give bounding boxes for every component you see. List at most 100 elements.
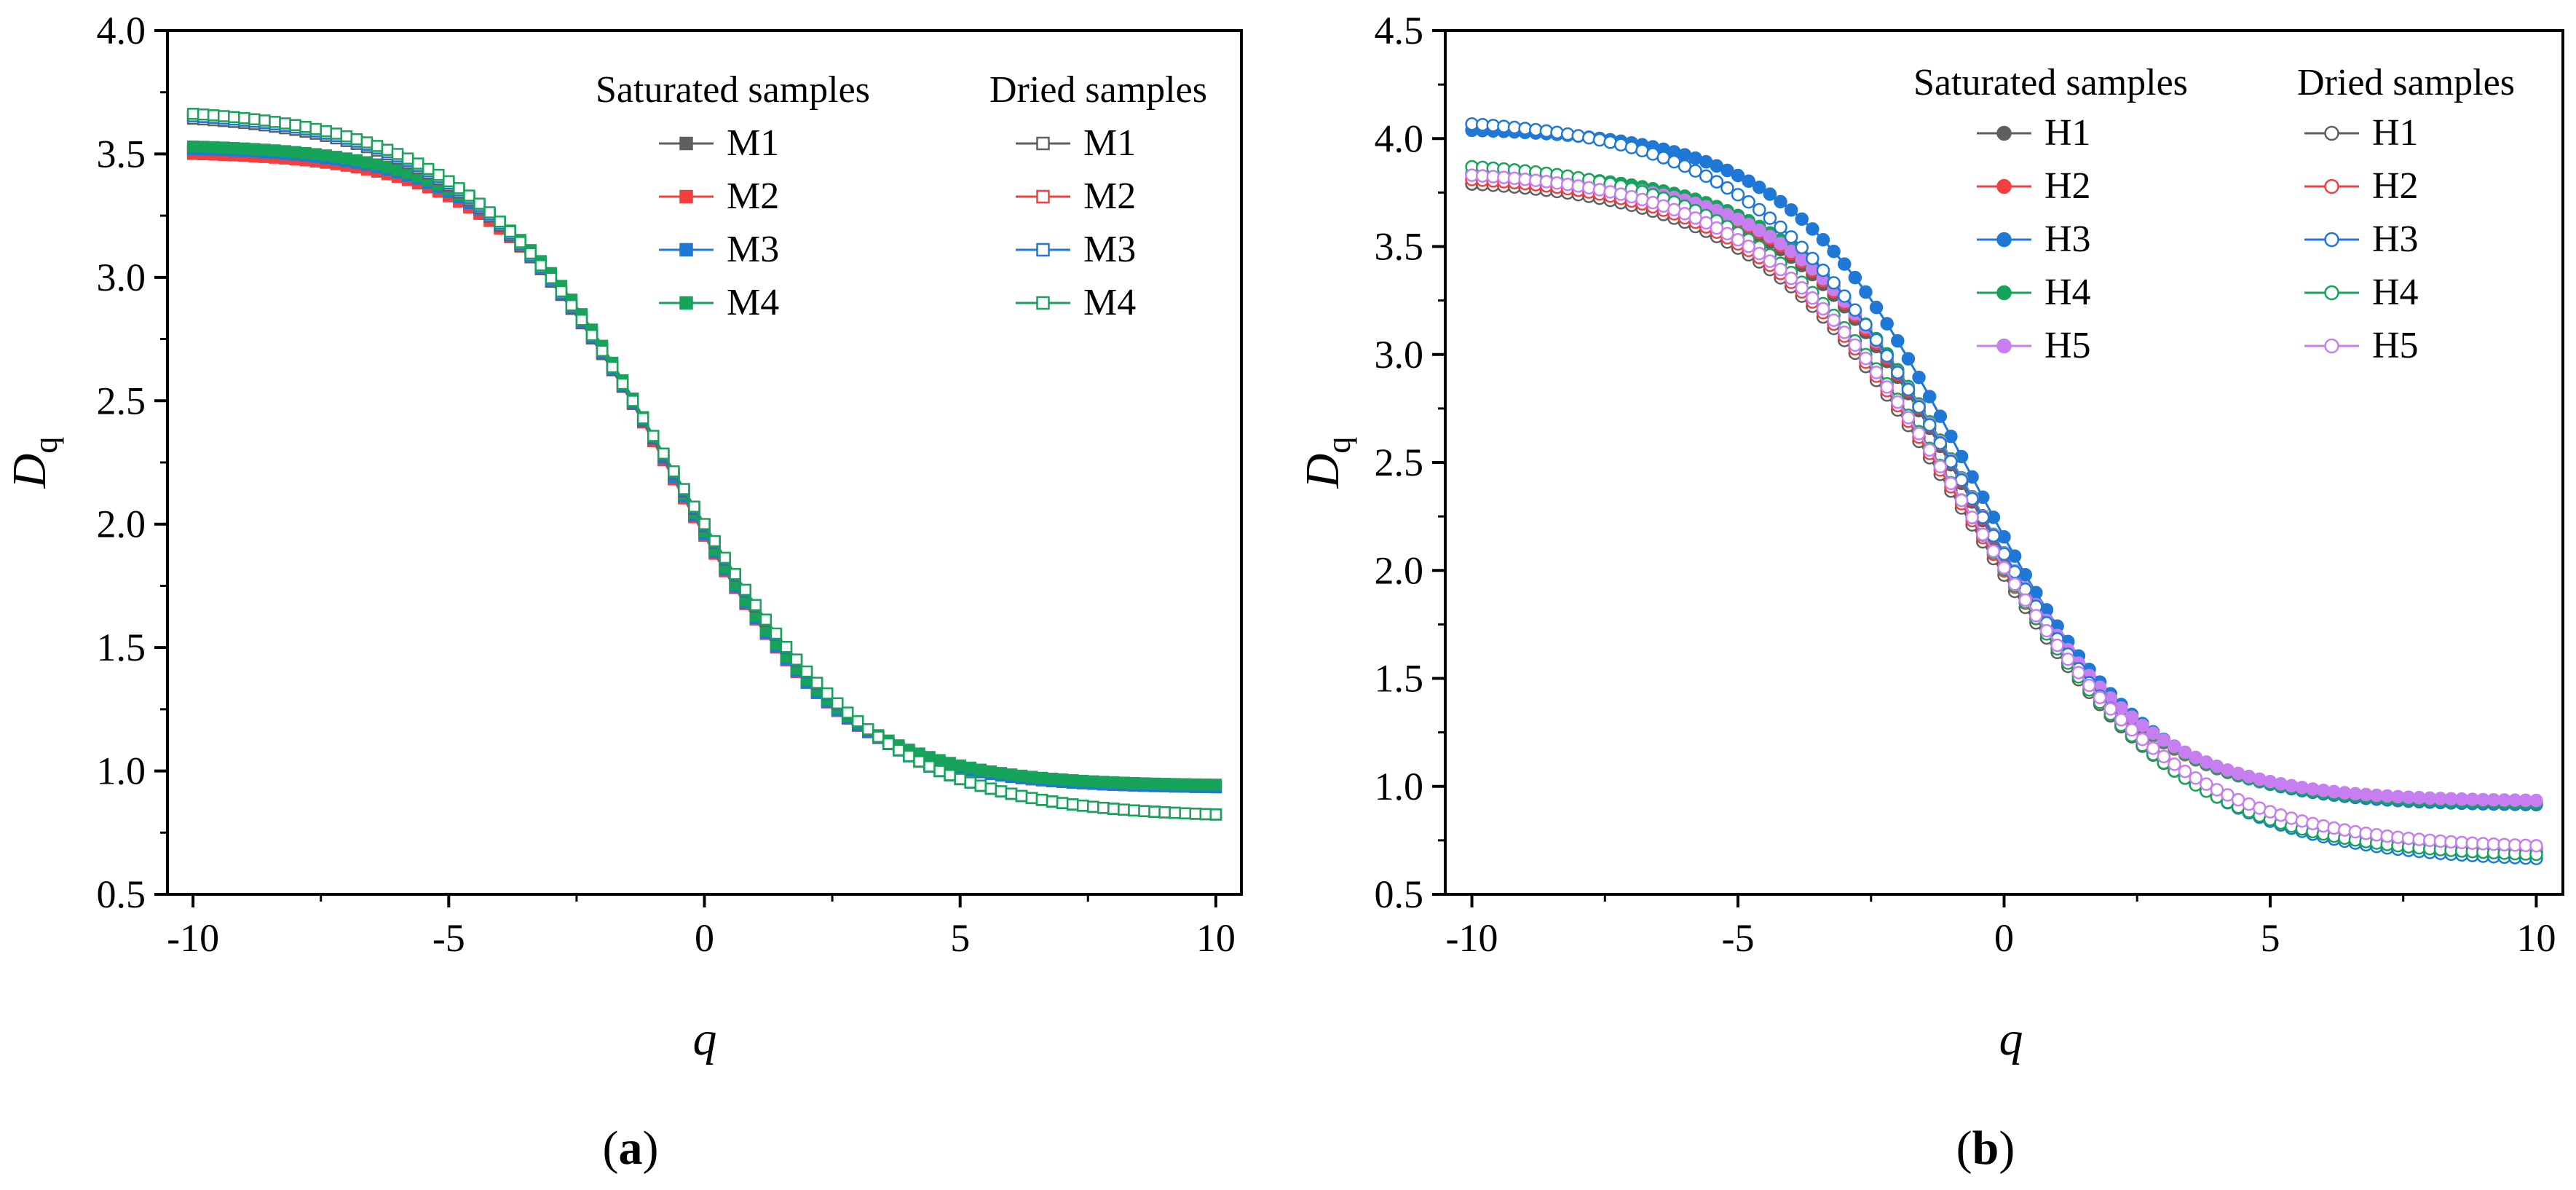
data-point (422, 162, 435, 176)
data-point (770, 627, 783, 640)
legend-label: M2 (1083, 176, 1136, 217)
data-point (1571, 129, 1585, 143)
data-point (944, 757, 956, 769)
data-point (1763, 229, 1777, 244)
data-point (1859, 318, 1873, 332)
legend-marker (679, 243, 693, 257)
data-point (708, 535, 721, 548)
x-tick-label: -5 (432, 916, 465, 960)
data-point (2263, 775, 2277, 789)
x-axis-ticks: -10 -5 0 5 10 (1446, 894, 2556, 960)
data-point (248, 113, 261, 126)
data-point (2125, 722, 2139, 737)
y-tick-label: 4.5 (1375, 9, 1424, 52)
data-point (647, 430, 660, 442)
legend-entry-saturated-M2: M2 (659, 176, 779, 217)
data-point (1763, 211, 1777, 225)
legend-label: H3 (2044, 218, 2091, 260)
data-point (2168, 739, 2181, 754)
legend-label: H2 (2044, 165, 2091, 207)
data-point (1107, 803, 1120, 815)
data-point (984, 782, 997, 795)
data-point (350, 154, 363, 167)
data-point (1710, 175, 1724, 189)
legend-title-saturated: Saturated samples (596, 69, 870, 111)
data-point (1720, 181, 1734, 195)
legend-marker (1996, 232, 2012, 248)
legend-entry-dried-H5: H5 (2304, 325, 2419, 366)
data-point (2295, 814, 2310, 828)
legend-label: M2 (727, 176, 779, 217)
series-line (193, 145, 1216, 786)
data-point (1169, 806, 1181, 819)
data-marks (186, 108, 1222, 821)
legend: H1 H2 H3 H4 H5 H1 H2 H3 H4 H5 (1977, 112, 2419, 366)
data-point (1753, 223, 1766, 237)
data-point (903, 749, 915, 763)
legend-entry-dried-M3: M3 (1016, 229, 1136, 270)
data-point (1933, 460, 1948, 473)
data-point (1087, 775, 1099, 788)
data-point (2157, 733, 2171, 747)
legend-marker (1996, 338, 2012, 354)
data-point (2136, 733, 2149, 746)
legend-marker (1036, 136, 1050, 151)
data-point (269, 116, 281, 128)
data-point (2348, 824, 2363, 839)
legend-marker (1996, 285, 2012, 301)
series-line (193, 150, 1216, 789)
data-point (1035, 793, 1048, 806)
legend-entry-saturated-M1: M1 (659, 122, 779, 164)
data-point (872, 730, 885, 743)
data-point (1097, 801, 1110, 814)
series-saturated-H4 (1465, 166, 2543, 810)
data-point (473, 197, 486, 210)
data-point (1997, 561, 2011, 575)
data-point (1922, 443, 1937, 457)
data-point (2529, 793, 2543, 808)
data-point (2050, 638, 2064, 653)
data-point (186, 108, 199, 120)
data-point (2103, 702, 2117, 716)
data-point (1560, 127, 1575, 141)
x-axis-ticks: -10 -5 0 5 10 (167, 894, 1236, 960)
x-tick-label: 10 (2516, 916, 2556, 960)
y-axis-ticks: 0.5 1.0 1.5 2.0 2.5 3.0 3.5 4.0 (97, 9, 167, 916)
data-point (463, 189, 475, 202)
data-point (1582, 130, 1596, 145)
data-point (1138, 805, 1150, 817)
data-marks (1465, 117, 2543, 865)
legend-label: H1 (2044, 112, 2091, 154)
data-point (657, 447, 670, 460)
data-point (739, 583, 751, 596)
data-point (759, 613, 773, 626)
legend-marker (679, 296, 693, 310)
data-point (1189, 808, 1202, 820)
data-point (596, 344, 609, 358)
legend-title-dried: Dried samples (989, 69, 1207, 111)
data-point (1763, 187, 1777, 201)
data-point (2295, 781, 2310, 795)
panel-label-b: (b) (1956, 1122, 2015, 1175)
data-point (1901, 411, 1916, 425)
legend-entry-dried-H4: H4 (2304, 272, 2419, 313)
series-saturated-M1 (186, 145, 1222, 794)
data-point (1005, 768, 1018, 781)
data-point (1592, 183, 1607, 197)
data-point (1742, 174, 1755, 188)
data-point (2018, 593, 2032, 607)
data-point (350, 133, 363, 146)
data-point (1209, 779, 1222, 791)
data-point (2189, 771, 2202, 785)
data-point (330, 151, 343, 163)
data-point (2178, 745, 2192, 760)
data-point (1891, 366, 1905, 379)
data-point (289, 146, 301, 159)
data-point (1066, 774, 1079, 787)
data-point (1720, 163, 1734, 178)
data-point (1827, 313, 1841, 328)
data-point (1816, 302, 1830, 316)
data-point (197, 141, 210, 153)
legend-marker (1036, 189, 1050, 204)
data-point (411, 157, 424, 170)
